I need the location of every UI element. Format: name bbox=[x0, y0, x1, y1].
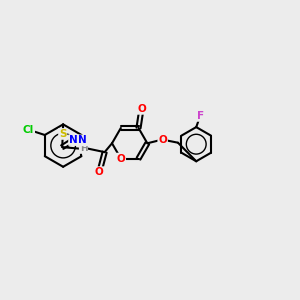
Text: O: O bbox=[95, 167, 104, 177]
Text: O: O bbox=[116, 154, 125, 164]
Text: S: S bbox=[59, 129, 67, 139]
Text: N: N bbox=[79, 135, 87, 146]
Text: O: O bbox=[158, 135, 167, 146]
Text: F: F bbox=[197, 111, 204, 121]
Text: H: H bbox=[80, 144, 87, 153]
Text: O: O bbox=[137, 104, 146, 114]
Text: Cl: Cl bbox=[23, 125, 34, 135]
Text: N: N bbox=[69, 135, 78, 145]
